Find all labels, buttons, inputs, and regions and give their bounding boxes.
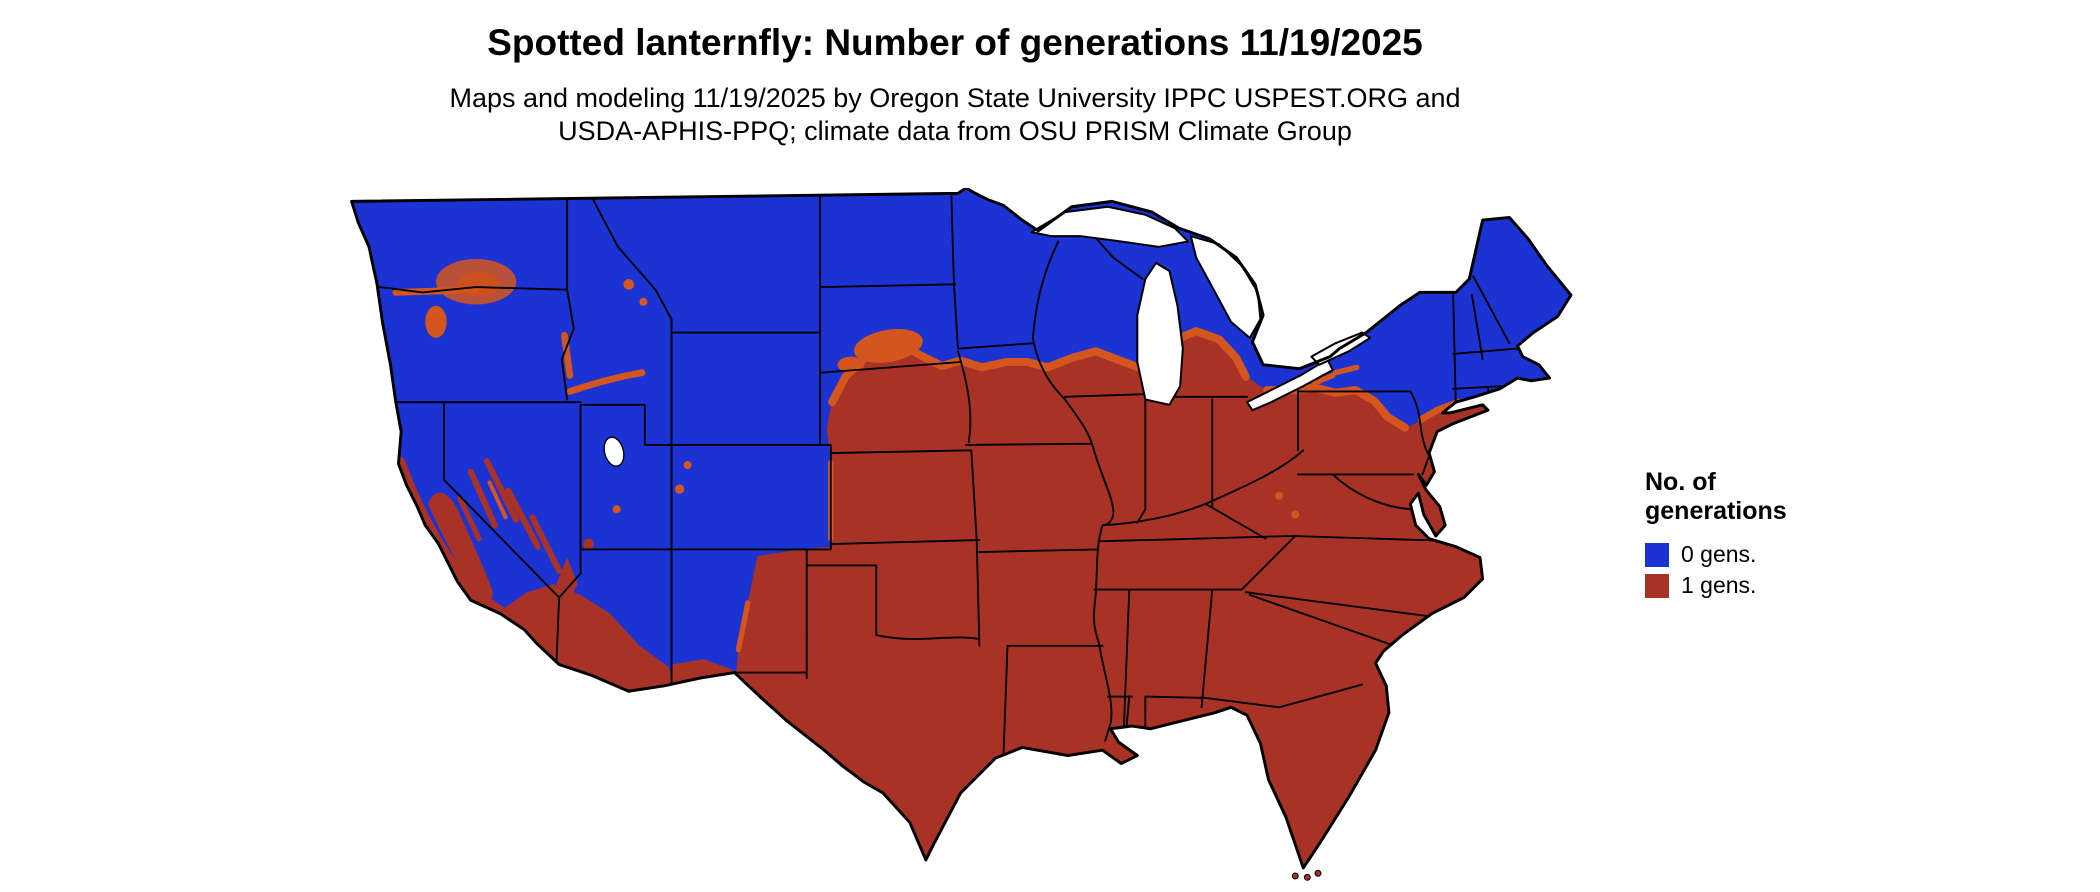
subtitle-line-1: Maps and modeling 11/19/2025 by Oregon S… — [449, 83, 1461, 113]
us-generations-map — [350, 188, 1573, 881]
figure-subtitle: Maps and modeling 11/19/2025 by Oregon S… — [0, 82, 2100, 148]
legend-title-line-2: generations — [1645, 496, 1787, 525]
legend-label-1-gens: 1 gens. — [1681, 572, 1757, 598]
lake-michigan — [1136, 261, 1184, 406]
legend-rows: 0 gens. 1 gens. — [1645, 541, 1787, 599]
legend-label-0-gens: 0 gens. — [1681, 541, 1757, 567]
legend-item-0-gens: 0 gens. — [1645, 541, 1787, 568]
legend-swatch-0-gens — [1645, 542, 1669, 567]
us-outline — [350, 188, 1573, 870]
lake-superior — [1030, 205, 1190, 248]
legend: No. of generations 0 gens. 1 gens. — [1645, 468, 1787, 603]
state-borders — [357, 191, 1519, 757]
lake-erie — [1246, 358, 1334, 412]
legend-title: No. of generations — [1645, 468, 1787, 525]
florida-keys — [1291, 869, 1322, 881]
transition-band — [392, 258, 1482, 653]
legend-item-1-gens: 1 gens. — [1645, 572, 1787, 599]
legend-swatch-1-gens — [1645, 573, 1669, 598]
great-salt-lake — [603, 436, 625, 467]
figure-title: Spotted lanternfly: Number of generation… — [487, 22, 1423, 63]
legend-title-line-1: No. of — [1645, 468, 1716, 496]
subtitle-line-2: USDA-APHIS-PPQ; climate data from OSU PR… — [558, 115, 1352, 146]
